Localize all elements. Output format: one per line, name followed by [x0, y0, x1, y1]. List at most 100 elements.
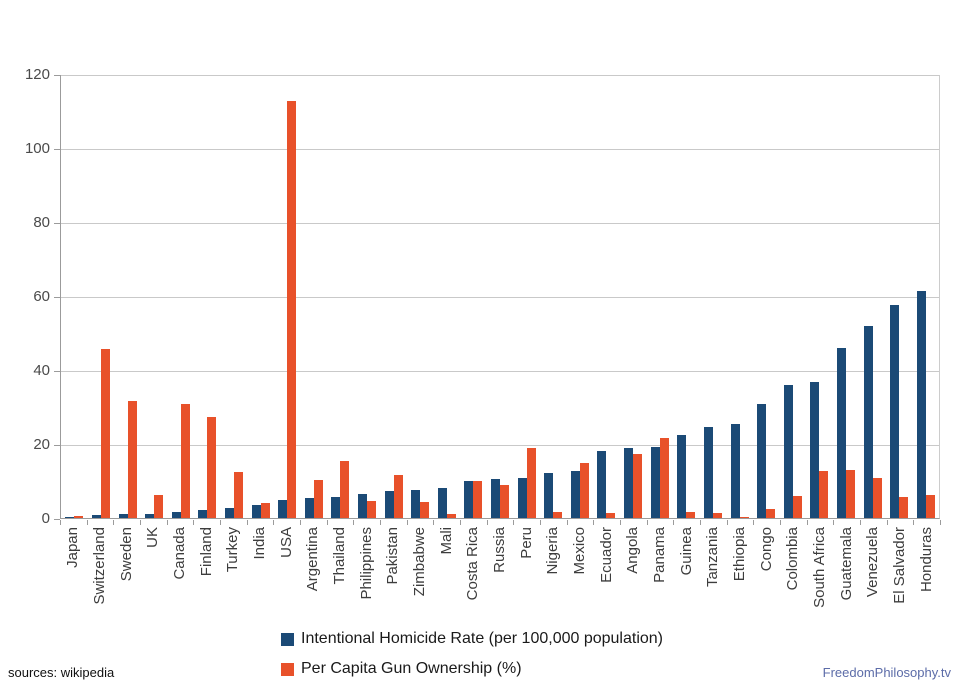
x-axis-label-india: India: [251, 527, 269, 560]
x-label-cell: Canada: [167, 527, 194, 627]
bar-guns-honduras: [925, 495, 935, 518]
x-axis-ticks: [60, 520, 941, 525]
x-axis-label-pakistan: Pakistan: [384, 527, 402, 585]
x-tick: [833, 520, 835, 525]
bar-homicide-colombia: [783, 385, 793, 518]
x-axis-label-costa-rica: Costa Rica: [464, 527, 482, 601]
bar-guns-nigeria: [553, 512, 563, 518]
x-label-cell: Panama: [647, 527, 674, 627]
x-axis-label-switzerland: Switzerland: [91, 527, 108, 605]
bar-homicide-guatemala: [836, 347, 846, 518]
x-axis-label-argentina: Argentina: [304, 527, 322, 592]
bar-homicide-guinea: [677, 434, 687, 518]
x-tick: [593, 520, 595, 525]
bar-homicide-el-salvador: [890, 305, 900, 518]
bar-group-south-africa: [806, 75, 833, 518]
bar-homicide-usa: [278, 499, 288, 518]
bar-guns-usa: [287, 101, 297, 518]
bar-guns-el-salvador: [899, 496, 909, 518]
bar-guns-thailand: [340, 460, 350, 518]
x-axis-label-ethiopia: Ethiopia: [731, 527, 749, 582]
y-axis-label-80: 80: [33, 214, 50, 231]
gridline-100: [61, 149, 939, 150]
x-axis-label-canada: Canada: [171, 527, 189, 580]
bar-guns-japan: [74, 515, 84, 518]
x-axis-label-uk: UK: [144, 527, 162, 548]
y-tick-60: [54, 297, 60, 298]
gun-swatch-icon: [281, 662, 294, 676]
legend-item-guns: Per Capita Gun Ownership (%): [281, 654, 663, 684]
x-tick: [60, 520, 61, 525]
bar-homicide-venezuela: [863, 325, 873, 518]
y-axis-label-120: 120: [24, 66, 50, 83]
bar-homicide-ethiopia: [730, 423, 740, 518]
x-tick: [406, 520, 408, 525]
bar-group-panama: [646, 75, 673, 518]
bar-group-ethiopia: [726, 75, 753, 518]
legend-item-homicide: Intentional Homicide Rate (per 100,000 p…: [281, 624, 663, 654]
bars-row: [61, 75, 939, 518]
x-axis-label-mexico: Mexico: [571, 527, 589, 575]
gridline-60: [61, 297, 939, 298]
y-tick-20: [54, 445, 60, 446]
bar-group-angola: [620, 75, 647, 518]
x-tick: [513, 520, 515, 525]
x-axis-label-venezuela: Venezuela: [864, 527, 882, 598]
bar-homicide-uk: [145, 513, 155, 518]
bar-group-switzerland: [88, 75, 115, 518]
x-axis-label-angola: Angola: [624, 527, 642, 574]
x-label-cell: Congo: [753, 527, 780, 627]
x-tick: [113, 520, 115, 525]
y-tick-0: [54, 519, 60, 520]
bar-homicide-mexico: [570, 471, 580, 518]
x-tick: [886, 520, 888, 525]
bar-guns-guatemala: [845, 469, 855, 518]
bar-homicide-canada: [171, 512, 181, 518]
x-tick: [726, 520, 728, 525]
x-tick: [753, 520, 755, 525]
bar-group-guatemala: [833, 75, 860, 518]
bar-group-india: [247, 75, 274, 518]
bar-guns-canada: [180, 404, 190, 518]
x-label-cell: Honduras: [914, 527, 941, 627]
x-axis-label-honduras: Honduras: [917, 527, 935, 593]
x-label-cell: Russia: [487, 527, 514, 627]
y-tick-120: [54, 75, 60, 76]
bar-homicide-japan: [65, 516, 75, 518]
bar-guns-tanzania: [712, 512, 722, 518]
bar-group-peru: [513, 75, 540, 518]
bar-homicide-mali: [437, 488, 447, 518]
bar-guns-venezuela: [872, 478, 882, 518]
bar-group-colombia: [779, 75, 806, 518]
bar-group-congo: [753, 75, 780, 518]
x-axis-label-guinea: Guinea: [677, 527, 695, 576]
bar-group-finland: [194, 75, 221, 518]
bar-homicide-sweden: [118, 514, 128, 518]
x-tick: [300, 520, 301, 525]
x-label-cell: Finland: [193, 527, 220, 627]
x-tick: [433, 520, 435, 525]
x-label-cell: Japan: [60, 527, 87, 627]
bar-guns-sweden: [127, 401, 137, 518]
x-label-cell: Guinea: [673, 527, 700, 627]
bar-guns-south-africa: [819, 471, 829, 518]
bar-guns-guinea: [686, 512, 696, 518]
bar-group-el-salvador: [886, 75, 913, 518]
x-tick: [166, 520, 168, 525]
x-tick: [353, 520, 355, 525]
x-tick: [780, 520, 781, 525]
bar-guns-uk: [154, 495, 164, 518]
x-axis-label-turkey: Turkey: [224, 527, 242, 573]
x-tick: [380, 520, 381, 525]
y-axis-label-40: 40: [33, 362, 50, 379]
x-label-cell: Colombia: [780, 527, 807, 627]
bar-homicide-angola: [624, 447, 634, 518]
bar-homicide-philippines: [358, 494, 367, 518]
bar-guns-pakistan: [393, 475, 403, 518]
x-axis-label-tanzania: Tanzania: [704, 527, 722, 588]
x-label-cell: Mali: [433, 527, 460, 627]
bar-group-uk: [141, 75, 168, 518]
bar-homicide-nigeria: [544, 472, 554, 518]
bar-group-nigeria: [540, 75, 567, 518]
